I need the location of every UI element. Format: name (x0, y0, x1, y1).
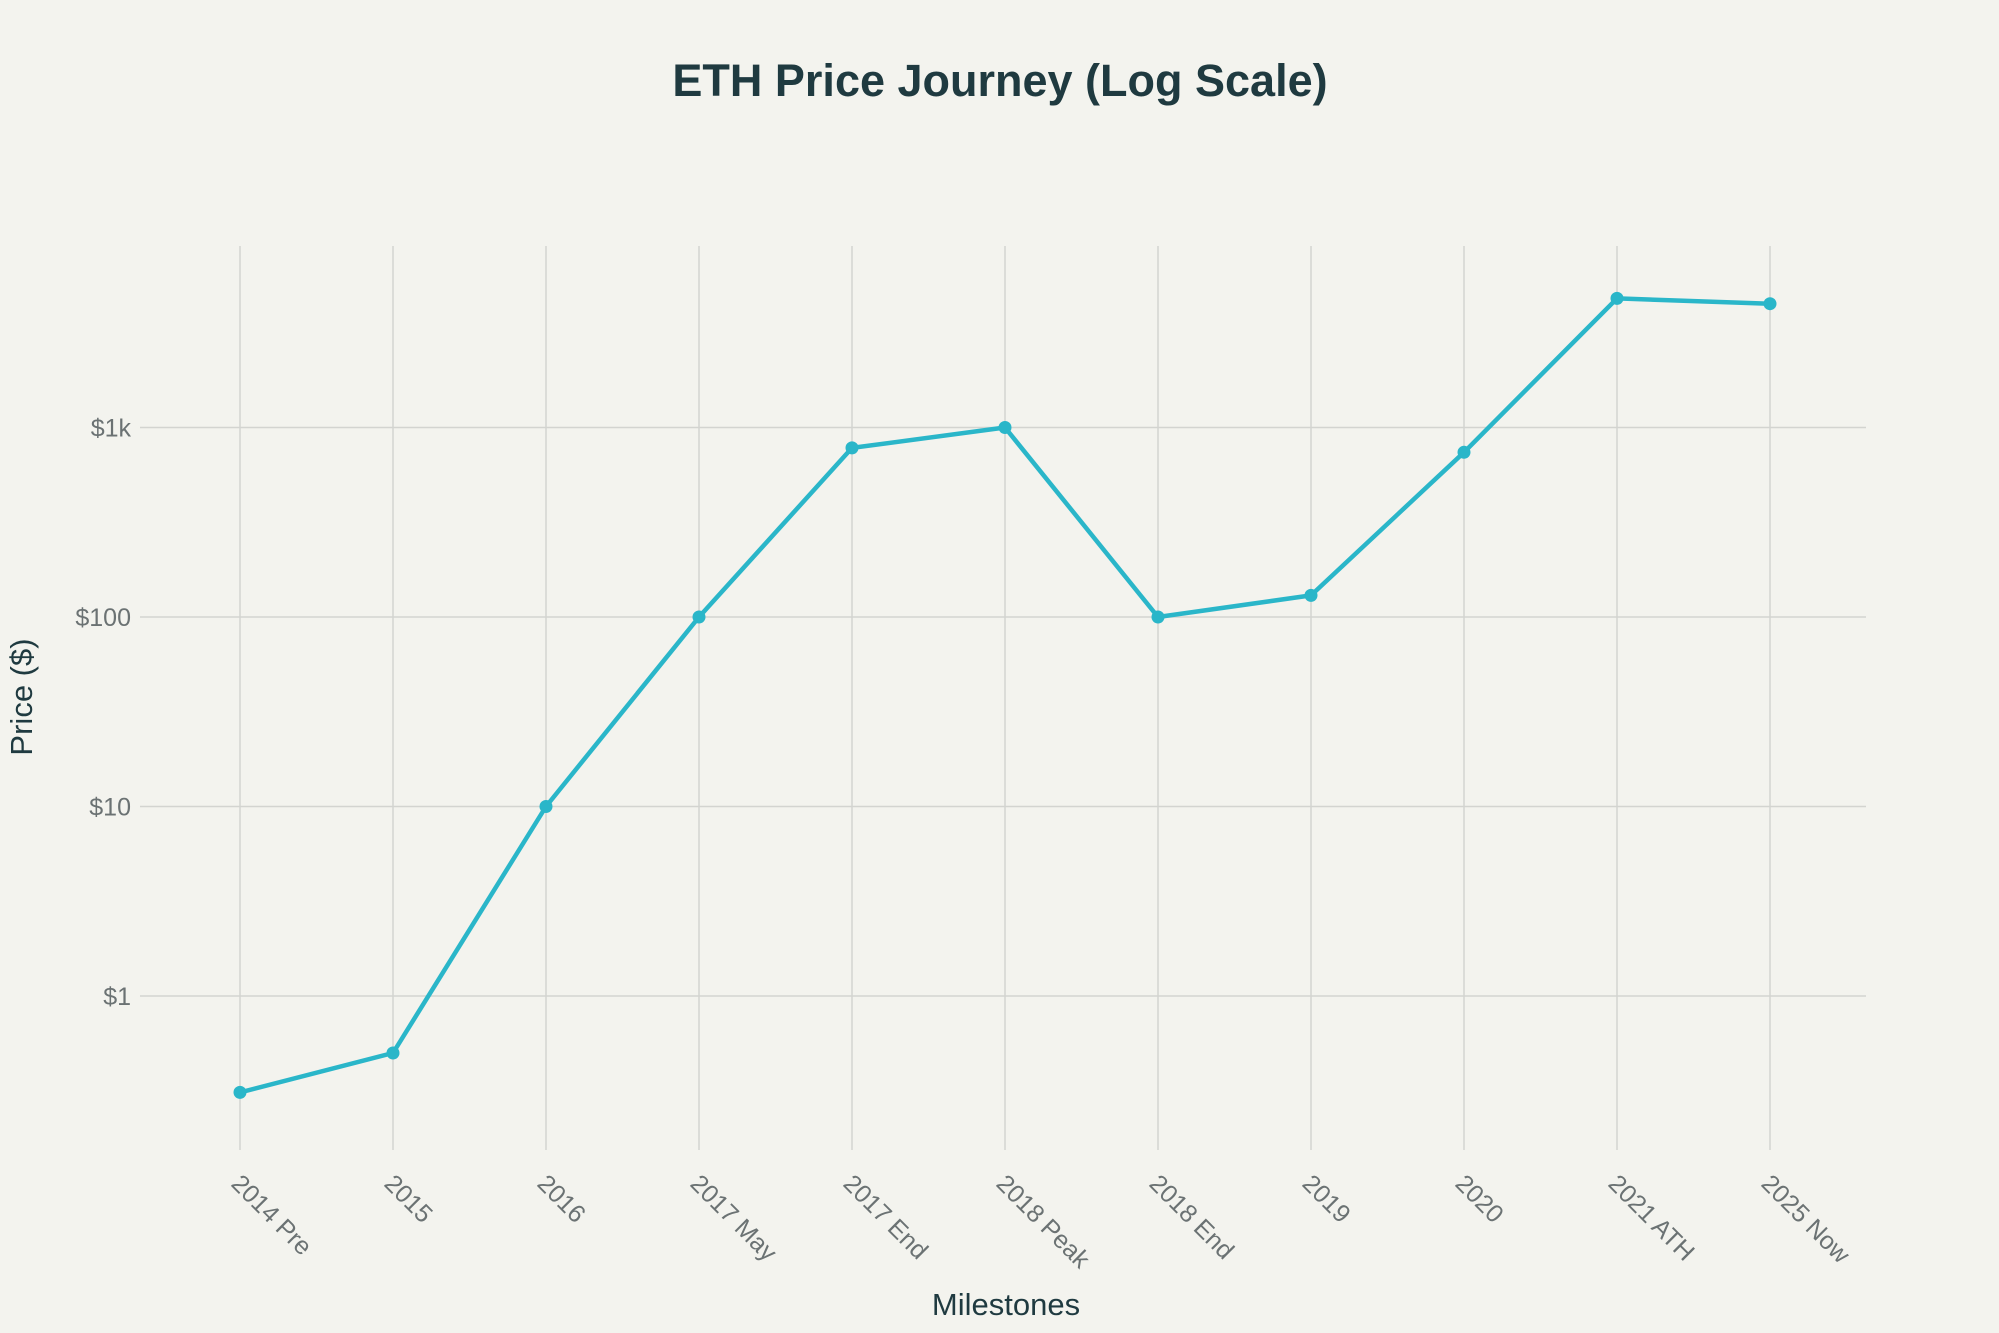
data-point (539, 800, 553, 813)
data-point (386, 1046, 400, 1060)
data-point (1304, 588, 1318, 602)
data-point (1457, 445, 1471, 459)
data-point (845, 441, 859, 455)
x-tick-label: 2018 End (1144, 1169, 1239, 1264)
x-axis-ticks: 2014 Pre 2015 2016 2017 May 2017 End 2018 Pea… (226, 1169, 1856, 1274)
x-axis-title: Milestones (932, 1287, 1080, 1322)
data-point (692, 610, 706, 624)
data-point (998, 421, 1012, 434)
x-gridlines (239, 246, 1771, 1150)
data-point (1151, 610, 1165, 624)
x-tick-label: 2025 Now (1756, 1169, 1856, 1269)
x-tick-label: 2017 May (685, 1169, 783, 1267)
y-axis-title: Price ($) (4, 638, 39, 755)
y-tick-label: $1k (91, 415, 132, 443)
x-tick-label: 2020 (1450, 1169, 1509, 1228)
x-tick-label: 2021 ATH (1603, 1169, 1700, 1266)
data-point (1610, 291, 1624, 305)
y-tick-label: $100 (75, 604, 131, 632)
data-point (233, 1085, 247, 1099)
x-tick-label: 2015 (379, 1169, 438, 1228)
x-tick-label: 2014 Pre (226, 1169, 318, 1261)
y-tick-label: $1 (103, 983, 131, 1011)
series-layer (233, 291, 1777, 1099)
x-tick-label: 2016 (532, 1169, 591, 1228)
y-axis-ticks: $1 $10 $100 $1k (75, 415, 131, 1012)
x-tick-label: 2019 (1297, 1169, 1356, 1228)
data-point (1763, 297, 1777, 311)
y-gridlines (140, 426, 1866, 997)
chart-title: ETH Price Journey (Log Scale) (672, 55, 1327, 106)
x-tick-label: 2017 End (838, 1169, 933, 1264)
y-tick-label: $10 (89, 794, 131, 822)
x-tick-label: 2018 Peak (991, 1169, 1096, 1274)
